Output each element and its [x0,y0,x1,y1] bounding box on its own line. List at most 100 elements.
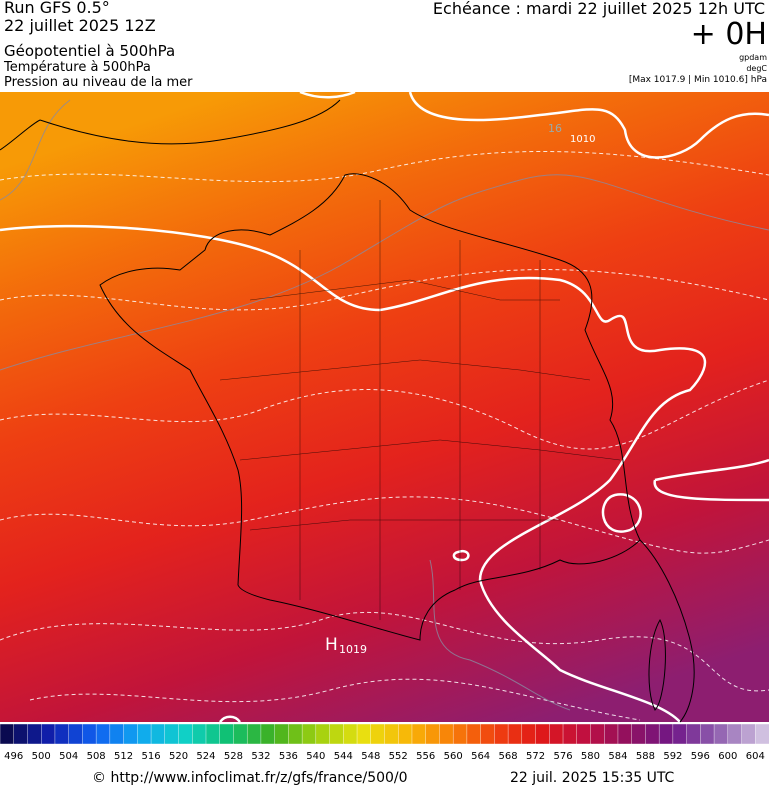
scale-cell [13,723,29,745]
scale-cell [219,723,235,745]
scale-label: 552 [389,751,408,762]
scale-cell [494,723,509,745]
scale-cell [549,723,564,745]
scale-label: 544 [334,751,353,762]
scale-label: 500 [32,751,51,762]
scale-cell [686,723,702,745]
scale-cell [741,723,756,745]
scale-cell [27,723,42,745]
unit: degC [746,64,767,73]
pressure-range: [Max 1017.9 | Min 1010.6] hPa [629,75,767,85]
scale-label: 580 [581,751,600,762]
scale-cell [535,723,550,745]
scale-label: 528 [224,751,243,762]
scale-cell [178,723,193,745]
scale-cell [288,723,303,745]
lead-time: + 0H [691,17,767,52]
scale-cell [82,723,97,745]
valid-time: Echéance : mardi 22 juillet 2025 12h UTC [433,0,765,18]
temperature-label: 16 [548,122,562,135]
scale-label: 540 [306,751,325,762]
scale-cell [246,723,262,745]
scale-cell [466,723,482,745]
scale-cell [315,723,331,745]
scale-label: 588 [636,751,655,762]
scale-cell [562,723,578,745]
scale-cell [713,723,729,745]
scale-cell [645,723,660,745]
scale-cell [480,723,496,745]
map-field [0,92,769,722]
scale-label: 592 [663,751,682,762]
scale-cell [233,723,248,745]
scale-label: 536 [279,751,298,762]
scale-cell [370,723,386,745]
scale-cell [137,723,152,745]
scale-cell [95,723,111,745]
scale-label: 556 [416,751,435,762]
map: 16 1010 H 1019 [0,90,769,723]
scale-label: 604 [746,751,765,762]
scale-cell [521,723,537,745]
scale-label: 548 [361,751,380,762]
scale-label: 496 [4,751,23,762]
scale-label: 584 [608,751,627,762]
field: Géopotentiel à 500hPa [4,42,175,60]
scale-cell [54,723,70,745]
scale-cell [68,723,84,745]
run: Run GFS 0.5° [4,0,110,17]
scale-cell [301,723,317,745]
scale-label: 516 [142,751,161,762]
field2: Température à 500hPa [3,60,151,75]
coastlines [0,99,695,723]
scale-cell [329,723,345,745]
scale-cell [260,723,276,745]
source-url: © http://www.infoclimat.fr/z/gfs/france/… [92,770,408,786]
geopotential-contours [0,99,769,711]
scale-cell [576,723,592,745]
scale-cell [343,723,358,745]
scale-label: 512 [114,751,133,762]
temperature-contours [0,151,769,721]
scale-cell [507,723,523,745]
pressure-label: 1010 [570,134,595,145]
scale-cell [727,723,743,745]
scale-cell [439,723,454,745]
scale-label: 508 [87,751,106,762]
borders [219,200,621,620]
color-scale: 496 500 504 508 512 516 520 524 528 532 536 540 544 5… [0,723,769,762]
high-value: 1019 [339,643,367,656]
scale-cell [192,723,207,745]
scale-cell [384,723,399,745]
scale-cell [658,723,674,745]
scale-cell [150,723,166,745]
scale-cell [356,723,372,745]
scale-cell [411,723,427,745]
scale-label: 504 [59,751,78,762]
unit: gpdam [739,53,767,62]
scale-cell [40,723,56,745]
scale-cell [109,723,125,745]
scale-cell [274,723,290,745]
scale-cell [672,723,688,745]
scale-cell [755,723,769,745]
scale-label: 524 [196,751,215,762]
field3: Pression au niveau de la mer [4,75,193,90]
scale-cell [590,723,605,745]
scale-label: 596 [691,751,710,762]
scale-cell [425,723,441,745]
scale-cell [164,723,180,745]
scale-label: 520 [169,751,188,762]
scale-cell [700,723,715,745]
high-marker: H [325,635,338,655]
run-date: 22 juillet 2025 12Z [4,16,156,35]
scale-cell [123,723,139,745]
scale-label: 564 [471,751,490,762]
timestamp: 22 juil. 2025 15:35 UTC [510,770,675,786]
scale-cell [0,723,15,745]
scale-cell [398,723,413,745]
scale-label: 532 [251,751,270,762]
scale-label: 572 [526,751,545,762]
scale-cell [205,723,221,745]
scale-cell [604,723,619,745]
